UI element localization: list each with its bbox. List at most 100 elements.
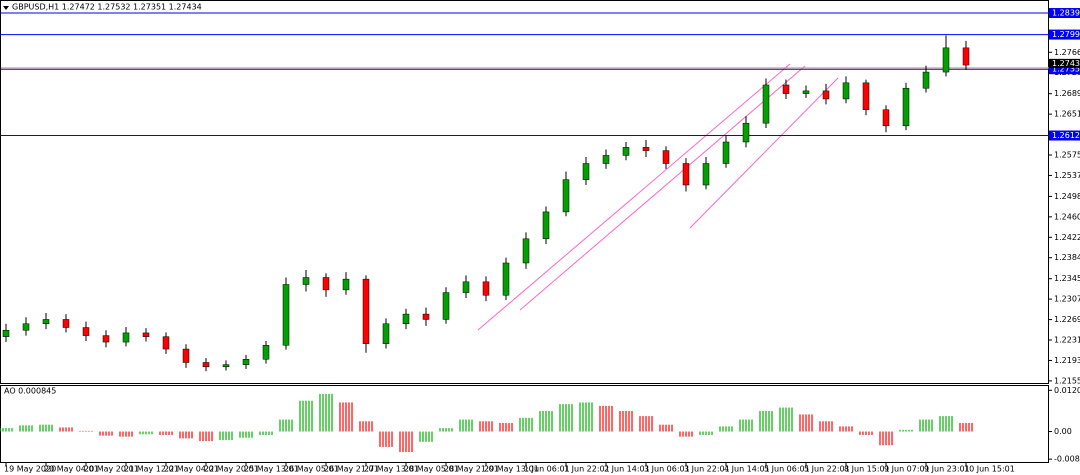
candle-body xyxy=(482,281,490,296)
y-tick-label: 1.26518 xyxy=(1054,110,1080,119)
candle-body xyxy=(502,262,510,296)
y-tick-label: 1.22698 xyxy=(1054,315,1080,324)
x-tick-label: 20 May 04:01 xyxy=(44,465,99,474)
candle-body xyxy=(622,147,630,156)
bid-label-box xyxy=(1049,58,1080,68)
y-tick-label: 1.25758 xyxy=(1054,150,1080,159)
candle-body xyxy=(682,163,690,186)
candle-body xyxy=(162,336,170,350)
x-tick-label: 4 Jun 14:01 xyxy=(724,465,770,474)
trend-line xyxy=(519,65,806,311)
y-tick-label: 1.23848 xyxy=(1054,253,1080,262)
x-tick-label: 21 May 12:01 xyxy=(124,465,179,474)
candle-body xyxy=(742,122,750,143)
candle-body xyxy=(922,71,930,89)
x-tick-label: 3 Jun 22:01 xyxy=(684,465,730,474)
y-tick-label: 1.24988 xyxy=(1054,192,1080,201)
candle-body xyxy=(562,179,570,213)
candle-body xyxy=(842,82,850,100)
x-tick-label: 25 May 13:01 xyxy=(244,465,299,474)
x-tick-label: 5 Jun 22:01 xyxy=(804,465,850,474)
candle-body xyxy=(702,163,710,186)
x-tick-label: 9 Jun 07:01 xyxy=(884,465,930,474)
candle-body xyxy=(962,47,970,66)
candle-body xyxy=(862,82,870,110)
candle-body xyxy=(722,141,730,164)
candle-body xyxy=(802,90,810,94)
indicator-frame xyxy=(0,385,1049,463)
indicator-y-tick-label: 0.00 xyxy=(1054,427,1072,436)
candle-body xyxy=(582,163,590,180)
candle-body xyxy=(522,238,530,264)
x-tick-label: 1 Jun 06:01 xyxy=(524,465,570,474)
x-tick-label: 26 May 05:01 xyxy=(284,465,339,474)
y-tick-label: 1.27668 xyxy=(1054,48,1080,57)
candle-body xyxy=(382,323,390,344)
x-tick-label: 5 Jun 06:01 xyxy=(764,465,810,474)
indicator-title: AO 0.000845 xyxy=(4,387,56,396)
candle-body xyxy=(942,47,950,73)
candle-body xyxy=(102,335,110,343)
y-tick-label: 1.21938 xyxy=(1054,356,1080,365)
x-tick-label: 8 Jun 15:01 xyxy=(844,465,890,474)
candle-body xyxy=(262,345,270,360)
level-label-box xyxy=(1049,8,1080,19)
candle-body xyxy=(822,90,830,100)
level-label: 1.27997 xyxy=(1052,30,1080,39)
x-tick-label: 1 Jun 22:01 xyxy=(564,465,610,474)
candle-body xyxy=(142,332,150,337)
x-tick-label: 20 May 20:01 xyxy=(84,465,139,474)
indicator-y-tick-label: 0.012052 xyxy=(1054,386,1080,395)
candle-body xyxy=(762,84,770,124)
candle-body xyxy=(422,313,430,320)
chart-title: GBPUSD,H1 1.27472 1.27532 1.27351 1.2743… xyxy=(12,3,202,12)
x-tick-label: 22 May 20:01 xyxy=(204,465,259,474)
candle-body xyxy=(242,359,250,365)
menu-arrow[interactable] xyxy=(3,6,9,10)
level-label: 1.28398 xyxy=(1052,9,1080,18)
y-tick-label: 1.21558 xyxy=(1054,376,1080,385)
candle-body xyxy=(122,332,130,343)
x-tick-label: 29 May 13:01 xyxy=(484,465,539,474)
level-label-box xyxy=(1049,130,1080,141)
indicator-y-tick-label: -0.008067 xyxy=(1054,455,1080,464)
x-tick-label: 2 Jun 14:01 xyxy=(604,465,650,474)
candle-body xyxy=(322,277,330,291)
candle-body xyxy=(402,313,410,325)
candle-body xyxy=(42,319,50,325)
x-tick-label: 28 May 05:01 xyxy=(404,465,459,474)
trend-line xyxy=(689,77,839,229)
candle-body xyxy=(662,150,670,164)
candle-body xyxy=(882,109,890,127)
level-label-box xyxy=(1049,29,1080,40)
y-tick-label: 1.23458 xyxy=(1054,274,1080,283)
candle-body xyxy=(602,155,610,164)
candle-body xyxy=(902,87,910,127)
candle-body xyxy=(182,348,190,363)
candle-body xyxy=(22,323,30,331)
y-tick-label: 1.23078 xyxy=(1054,295,1080,304)
main-frame xyxy=(0,0,1049,384)
candle-body xyxy=(62,319,70,328)
candle-body xyxy=(222,364,230,368)
level-label-box xyxy=(1049,64,1080,75)
x-tick-label: 9 Jun 23:01 xyxy=(924,465,970,474)
candle-body xyxy=(2,329,10,337)
candle-body xyxy=(82,327,90,336)
level-label: 1.27353 xyxy=(1052,65,1080,74)
y-tick-label: 1.25378 xyxy=(1054,171,1080,180)
x-tick-label: 10 Jun 15:01 xyxy=(964,465,1015,474)
x-tick-label: 3 Jun 06:01 xyxy=(644,465,690,474)
y-tick-label: 1.24608 xyxy=(1054,212,1080,221)
y-tick-label: 1.24228 xyxy=(1054,233,1080,242)
candle-body xyxy=(342,278,350,291)
x-tick-label: 27 May 13:01 xyxy=(364,465,419,474)
y-tick-label: 1.22318 xyxy=(1054,336,1080,345)
candle-body xyxy=(442,292,450,320)
candle-body xyxy=(642,147,650,151)
x-tick-label: 19 May 2020 xyxy=(4,465,56,474)
trend-line xyxy=(477,63,791,331)
candle-body xyxy=(542,211,550,240)
